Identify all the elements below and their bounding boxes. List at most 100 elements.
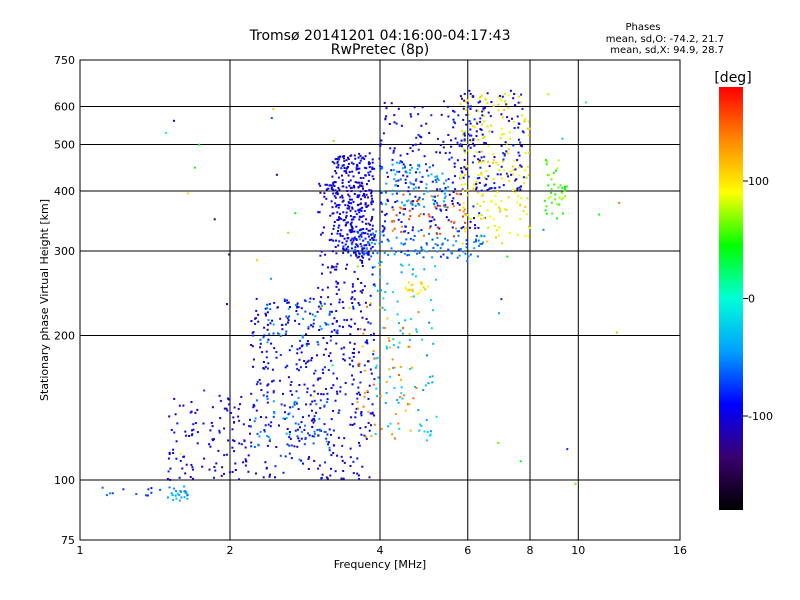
data-point xyxy=(357,209,360,212)
data-point xyxy=(520,93,523,96)
data-point xyxy=(522,176,525,179)
data-point xyxy=(311,400,314,403)
data-point xyxy=(482,241,485,244)
data-point xyxy=(434,224,437,227)
data-point xyxy=(341,444,344,447)
data-point xyxy=(218,429,221,432)
data-point xyxy=(334,399,337,402)
data-point xyxy=(545,212,548,215)
data-point xyxy=(227,439,230,442)
data-point xyxy=(167,457,170,460)
data-point xyxy=(411,288,414,291)
data-point xyxy=(463,208,466,211)
data-point xyxy=(355,166,358,169)
data-point xyxy=(421,338,424,341)
data-point xyxy=(252,403,255,406)
data-point xyxy=(560,191,563,194)
data-point xyxy=(459,174,462,177)
data-point xyxy=(511,117,513,120)
data-point xyxy=(298,439,301,442)
data-point xyxy=(401,264,404,267)
data-point xyxy=(392,366,395,369)
data-point xyxy=(350,186,353,189)
data-point xyxy=(435,278,437,281)
data-point xyxy=(348,171,351,173)
data-point xyxy=(334,470,337,473)
data-point xyxy=(266,444,269,447)
data-point xyxy=(211,425,214,428)
data-point xyxy=(312,417,315,420)
data-point xyxy=(286,428,289,430)
data-point xyxy=(352,472,355,475)
data-point xyxy=(372,178,375,180)
data-point xyxy=(168,453,171,455)
data-point xyxy=(408,263,411,266)
data-point xyxy=(452,191,455,194)
data-point xyxy=(448,193,451,196)
data-point xyxy=(395,192,398,195)
data-point xyxy=(357,328,359,331)
data-point xyxy=(408,218,411,221)
data-point xyxy=(499,210,502,213)
data-point xyxy=(251,345,254,348)
data-point xyxy=(356,181,359,184)
data-point xyxy=(558,203,561,206)
data-point xyxy=(426,243,429,246)
data-point xyxy=(412,295,415,298)
data-point xyxy=(370,203,373,206)
data-point xyxy=(336,160,339,163)
data-point xyxy=(443,204,445,207)
data-point xyxy=(439,144,442,146)
data-point xyxy=(358,304,361,306)
data-point xyxy=(398,427,401,430)
data-point xyxy=(328,449,331,452)
data-point xyxy=(249,418,251,421)
data-point xyxy=(388,339,391,342)
data-point xyxy=(500,177,503,180)
data-point xyxy=(345,240,348,243)
data-point xyxy=(517,233,520,236)
data-point xyxy=(294,319,296,322)
data-point xyxy=(304,310,307,313)
data-point xyxy=(519,141,522,144)
data-point xyxy=(395,184,397,187)
data-point xyxy=(348,205,351,208)
data-point xyxy=(418,164,421,167)
data-point xyxy=(465,243,468,245)
data-point xyxy=(343,219,346,221)
data-point xyxy=(435,207,438,210)
data-point xyxy=(360,282,363,284)
data-point xyxy=(299,426,301,429)
data-point xyxy=(356,245,359,248)
data-point xyxy=(391,158,394,161)
data-point xyxy=(171,498,174,501)
data-point xyxy=(411,207,414,210)
data-point xyxy=(460,167,463,170)
data-point xyxy=(375,357,378,360)
data-point xyxy=(289,306,291,308)
colorbar-tick-label: 100 xyxy=(748,175,769,188)
data-point xyxy=(351,170,354,173)
data-point xyxy=(519,188,522,191)
x-tick-label: 4 xyxy=(377,544,384,557)
data-point xyxy=(516,115,519,118)
data-point xyxy=(334,170,337,172)
data-point xyxy=(499,99,502,102)
data-point xyxy=(351,374,353,377)
data-point xyxy=(320,393,323,396)
data-point xyxy=(415,178,418,181)
data-point xyxy=(181,467,184,470)
data-point xyxy=(393,437,396,440)
data-point xyxy=(418,429,421,432)
data-point xyxy=(443,197,446,200)
data-point xyxy=(407,288,410,291)
data-point xyxy=(230,412,233,414)
y-axis-label: Stationary phase Virtual Height [km] xyxy=(38,199,51,401)
data-point xyxy=(288,349,291,352)
data-point xyxy=(362,250,365,253)
data-point xyxy=(254,323,257,325)
data-point xyxy=(512,189,514,191)
data-point xyxy=(428,434,431,437)
data-point xyxy=(365,222,367,225)
